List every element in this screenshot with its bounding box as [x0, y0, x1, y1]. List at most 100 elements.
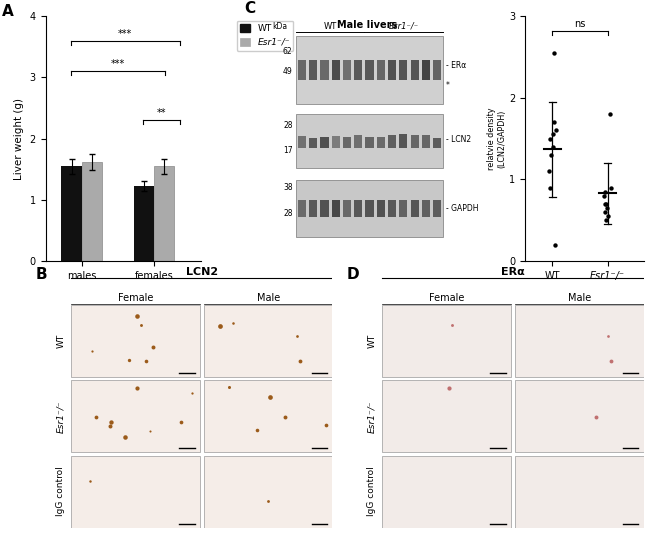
- Point: [549, 118, 560, 126]
- Bar: [354, 200, 362, 217]
- Bar: [320, 60, 328, 80]
- Point: [603, 212, 613, 221]
- Bar: [343, 138, 351, 148]
- Bar: [388, 135, 396, 148]
- Text: Esr1⁻/⁻: Esr1⁻/⁻: [367, 400, 376, 433]
- Bar: [309, 60, 317, 80]
- Bar: [365, 60, 374, 80]
- Bar: [388, 60, 396, 80]
- Legend: WT, Esr1⁻/⁻: WT, Esr1⁻/⁻: [237, 20, 293, 51]
- Bar: [320, 200, 328, 217]
- Text: **: **: [157, 108, 166, 118]
- Y-axis label: relatvie density
(LCN2/GAPDH): relatvie density (LCN2/GAPDH): [487, 107, 506, 170]
- Bar: [411, 200, 419, 217]
- Bar: [515, 305, 644, 377]
- Bar: [388, 200, 396, 217]
- Text: 17: 17: [283, 147, 292, 155]
- Text: ***: ***: [118, 29, 133, 39]
- Y-axis label: Liver weight (g): Liver weight (g): [14, 98, 24, 180]
- Bar: [399, 134, 408, 148]
- Bar: [433, 60, 441, 80]
- Point: [600, 188, 610, 196]
- Point: [546, 151, 556, 159]
- Bar: [515, 381, 644, 453]
- Bar: [309, 200, 317, 217]
- Bar: [365, 200, 374, 217]
- Text: 62: 62: [283, 47, 292, 56]
- Text: C: C: [244, 1, 255, 17]
- Text: 49: 49: [283, 67, 292, 76]
- Bar: [298, 60, 306, 80]
- Text: Male: Male: [257, 293, 280, 303]
- Text: B: B: [36, 266, 47, 282]
- Point: [550, 240, 560, 249]
- Text: Male: Male: [567, 293, 591, 303]
- Point: [599, 191, 609, 200]
- Text: ERα: ERα: [501, 267, 525, 277]
- Point: [548, 142, 558, 151]
- Bar: [422, 135, 430, 148]
- Bar: [72, 305, 200, 377]
- Text: ***: ***: [111, 59, 125, 69]
- Text: - LCN2: - LCN2: [446, 135, 471, 144]
- Bar: [296, 36, 443, 104]
- Bar: [204, 456, 332, 528]
- Point: [602, 204, 612, 212]
- Bar: [309, 138, 317, 148]
- Bar: [154, 166, 174, 261]
- Text: Female: Female: [429, 293, 464, 303]
- Bar: [204, 381, 332, 453]
- Point: [544, 167, 554, 175]
- Text: *: *: [446, 81, 449, 90]
- Bar: [382, 381, 511, 453]
- Bar: [377, 137, 385, 148]
- Text: ns: ns: [575, 19, 586, 29]
- Text: D: D: [347, 266, 359, 282]
- Bar: [433, 200, 441, 217]
- Point: [545, 183, 555, 192]
- Text: WT: WT: [324, 22, 337, 31]
- Bar: [382, 456, 511, 528]
- Bar: [399, 200, 408, 217]
- Point: [600, 208, 610, 216]
- Text: Female: Female: [118, 293, 153, 303]
- Bar: [365, 137, 374, 148]
- Bar: [332, 200, 340, 217]
- Point: [545, 134, 555, 143]
- Bar: [343, 60, 351, 80]
- Bar: [515, 456, 644, 528]
- Bar: [422, 200, 430, 217]
- Bar: [411, 60, 419, 80]
- Point: [606, 183, 616, 192]
- Bar: [382, 305, 511, 377]
- Bar: [377, 200, 385, 217]
- Point: [601, 216, 611, 224]
- Text: - ERα: - ERα: [446, 61, 466, 69]
- Bar: [296, 180, 443, 237]
- Bar: [332, 60, 340, 80]
- Bar: [62, 166, 82, 261]
- Text: WT: WT: [367, 334, 376, 348]
- Bar: [332, 136, 340, 148]
- Text: IgG control: IgG control: [57, 467, 66, 516]
- Bar: [377, 60, 385, 80]
- Text: A: A: [2, 4, 14, 19]
- Bar: [399, 60, 408, 80]
- Text: 28: 28: [283, 120, 292, 130]
- Point: [605, 110, 616, 118]
- Bar: [298, 136, 306, 148]
- Bar: [72, 381, 200, 453]
- Text: IgG control: IgG control: [367, 467, 376, 516]
- Text: Esr1⁻/⁻: Esr1⁻/⁻: [388, 22, 419, 31]
- Text: Male livers: Male livers: [337, 20, 397, 30]
- Text: Esr1⁻/⁻: Esr1⁻/⁻: [57, 400, 66, 433]
- Bar: [134, 187, 154, 261]
- Bar: [433, 139, 441, 148]
- Text: kDa: kDa: [272, 22, 287, 31]
- Text: 38: 38: [283, 183, 292, 192]
- Bar: [296, 114, 443, 168]
- Bar: [411, 135, 419, 148]
- Bar: [422, 60, 430, 80]
- Text: - GAPDH: - GAPDH: [446, 204, 478, 213]
- Text: WT: WT: [57, 334, 66, 348]
